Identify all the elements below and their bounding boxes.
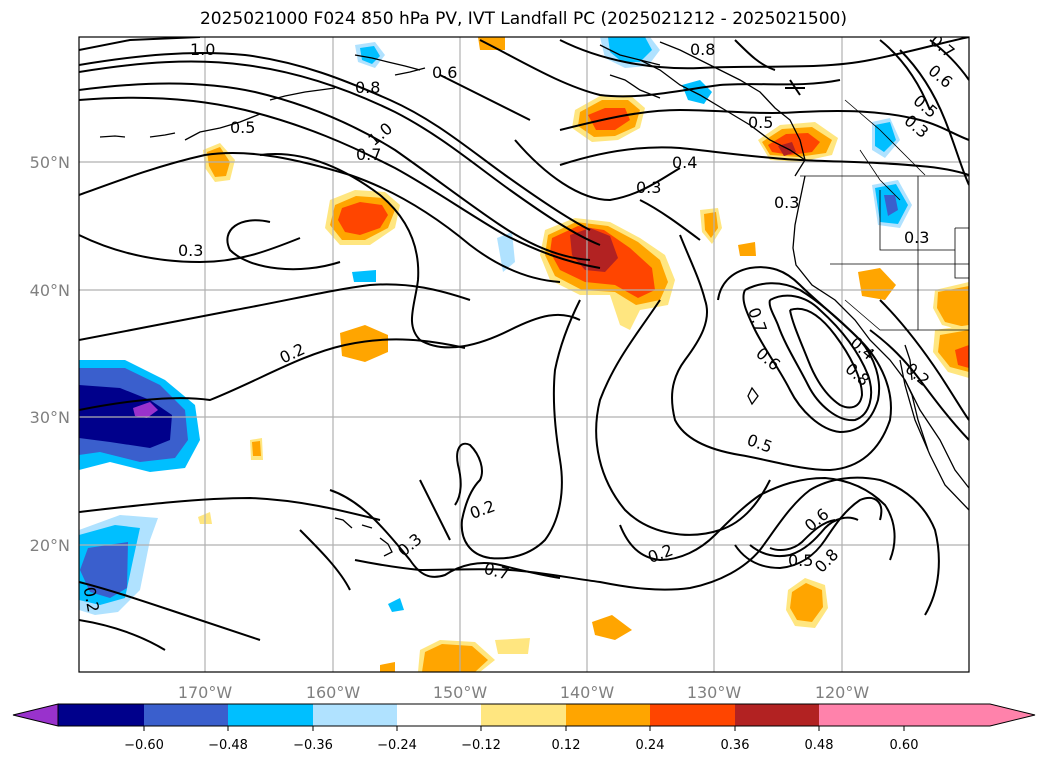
colorbar-segment xyxy=(566,704,650,726)
map-plot-area: 1.0 0.8 0.6 0.8 0.5 1.0 0.7 0.3 0.5 0.4 … xyxy=(79,37,969,672)
positive-anomaly-118w-39n xyxy=(858,268,896,300)
colorbar-tick-label: 0.12 xyxy=(552,738,581,753)
contour-label: 0.2 xyxy=(80,585,103,613)
lat-label: 30°N xyxy=(30,408,70,427)
contour-label: 0.4 xyxy=(672,153,697,172)
contour-label: 0.5 xyxy=(748,113,773,132)
political-borders xyxy=(800,99,969,331)
lat-label: 40°N xyxy=(30,281,70,300)
contour-label: 0.3 xyxy=(774,193,799,212)
contour-label: 0.6 xyxy=(432,63,457,82)
longitude-labels: 170°W 160°W 150°W 140°W 130°W 120°W xyxy=(178,683,870,702)
colorbar-tick-label: −0.36 xyxy=(293,738,333,753)
map-title: 2025021000 F024 850 hPa PV, IVT Landfall… xyxy=(199,9,847,29)
colorbar-segment xyxy=(228,704,313,726)
latitude-labels: 50°N 40°N 30°N 20°N xyxy=(30,153,70,555)
contour-label: 0.5 xyxy=(230,118,255,137)
colorbar-segment xyxy=(397,704,481,726)
contour-label: 0.7 xyxy=(356,145,381,164)
lon-label: 160°W xyxy=(306,683,361,702)
map-frame xyxy=(78,36,970,673)
positive-anomaly-141w-13n xyxy=(592,615,632,640)
lon-label: 170°W xyxy=(178,683,233,702)
colorbar-tick-label: 0.24 xyxy=(636,738,665,753)
colorbar-tick-label: 0.36 xyxy=(721,738,750,753)
lon-label: 150°W xyxy=(433,683,488,702)
contour-label: 1.0 xyxy=(190,40,215,59)
contour-label: 0.3 xyxy=(904,228,929,247)
colorbar-extend-max xyxy=(904,704,1035,726)
colorbar-tick-label: −0.48 xyxy=(208,738,248,753)
colorbar-tick-label: 0.60 xyxy=(890,738,919,753)
lon-label: 120°W xyxy=(815,683,870,702)
colorbar-segment xyxy=(58,704,144,726)
colorbar-segment xyxy=(313,704,397,726)
lat-label: 50°N xyxy=(30,153,70,172)
positive-anomaly-158w-36n xyxy=(340,325,388,362)
contour-label: 0.8 xyxy=(355,78,380,97)
colorbar-ticks xyxy=(143,726,905,731)
colorbar-tick-label: −0.60 xyxy=(124,738,164,753)
contour-label: 0.3 xyxy=(636,178,661,197)
colorbar-extend-min xyxy=(12,703,59,727)
lon-label: 130°W xyxy=(687,683,742,702)
colorbar-segment xyxy=(481,704,566,726)
contour-label: 0.8 xyxy=(690,40,715,59)
contour-label: 0.5 xyxy=(788,551,813,570)
contour-lines xyxy=(79,37,969,651)
colorbar-segment xyxy=(819,704,904,726)
colorbar-segment xyxy=(650,704,735,726)
colorbar: −0.60 −0.48 −0.36 −0.24 −0.12 0.12 0.24 … xyxy=(12,703,1036,753)
lat-label: 20°N xyxy=(30,536,70,555)
colorbar-tick-label: −0.24 xyxy=(377,738,417,753)
colorbar-segment xyxy=(735,704,819,726)
lon-label: 140°W xyxy=(560,683,615,702)
contour-label: 0.3 xyxy=(178,241,203,260)
colorbar-segment xyxy=(144,704,228,726)
colorbar-tick-label: 0.48 xyxy=(805,738,834,753)
coastlines xyxy=(99,41,969,557)
colorbar-tick-label: −0.12 xyxy=(461,738,501,753)
